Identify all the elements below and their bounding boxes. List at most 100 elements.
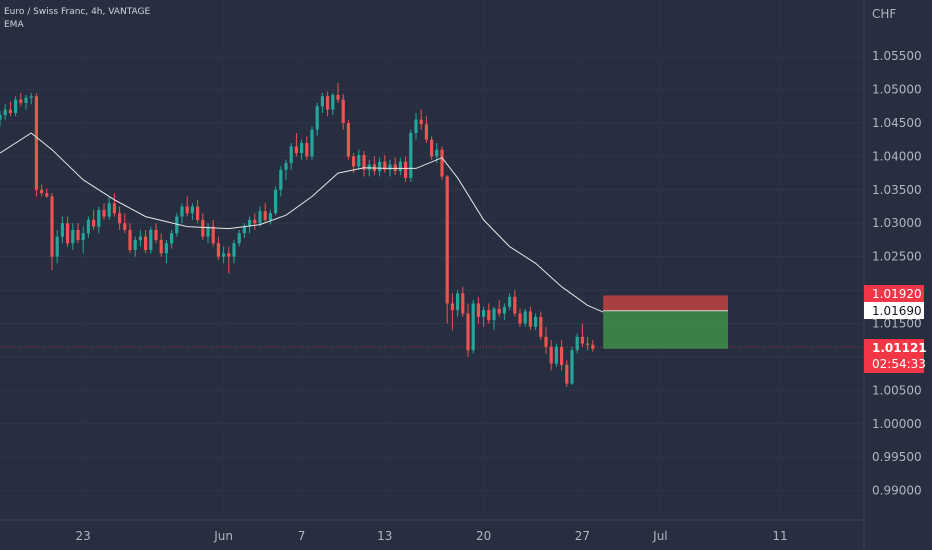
- candle-body: [81, 233, 85, 240]
- bar-countdown: 02:54:33: [872, 357, 926, 371]
- candle-body: [268, 213, 272, 220]
- candle-body: [144, 236, 148, 250]
- grid-lines: [0, 0, 864, 520]
- candle-body: [586, 343, 590, 345]
- candle-body: [502, 306, 506, 314]
- candle-body: [92, 219, 96, 227]
- candle-body: [86, 219, 90, 234]
- take-profit-zone[interactable]: [603, 310, 728, 349]
- candle-body: [461, 293, 465, 314]
- candle-body: [164, 243, 168, 254]
- candle-body: [508, 296, 512, 307]
- candle-body: [19, 99, 23, 103]
- candle-body: [258, 211, 262, 224]
- stop-loss-zone[interactable]: [603, 295, 728, 311]
- price-tick-label: 1.02500: [872, 250, 922, 264]
- candle-body: [97, 209, 101, 227]
- candle-body: [331, 94, 335, 110]
- candle-body: [180, 206, 184, 217]
- candle-body: [471, 303, 475, 351]
- candle-body: [34, 96, 38, 190]
- entry-price-label: 1.01690: [872, 304, 922, 318]
- candle-body: [3, 109, 7, 115]
- candle-body: [289, 146, 293, 164]
- time-tick-label: 11: [772, 529, 787, 543]
- candle-body: [445, 176, 449, 304]
- ema-line: [0, 132, 604, 313]
- ema-legend[interactable]: EMA: [4, 20, 24, 30]
- candle-body: [76, 229, 80, 240]
- candle-body: [206, 226, 210, 237]
- price-tick-label: 0.99000: [872, 484, 922, 498]
- time-tick-label: Jun: [213, 529, 233, 543]
- candle-body: [149, 229, 153, 250]
- long-position-tool[interactable]: [603, 295, 728, 349]
- candle-body: [560, 346, 564, 365]
- candle-body: [45, 193, 49, 197]
- time-tick-label: 7: [298, 529, 306, 543]
- candle-body: [435, 149, 439, 157]
- candle-body: [175, 216, 179, 234]
- candle-body: [71, 229, 75, 244]
- candle-body: [518, 313, 522, 324]
- price-tick-label: 1.03000: [872, 216, 922, 230]
- candle-body: [55, 236, 59, 257]
- candle-body: [300, 143, 304, 154]
- candle-body: [50, 196, 54, 257]
- stop-price-tag: 1.01920: [864, 285, 924, 302]
- candle-body: [123, 223, 127, 230]
- candle-body: [279, 169, 283, 190]
- price-tick-label: 1.05000: [872, 83, 922, 97]
- time-tick-label: Jul: [652, 529, 667, 543]
- candle-body: [29, 96, 33, 98]
- last-price-label: 1.01121: [872, 341, 927, 355]
- candle-body: [523, 311, 527, 324]
- candle-body: [388, 164, 392, 170]
- candle-body: [393, 164, 397, 172]
- candle-body: [263, 211, 267, 220]
- candle-body: [497, 308, 501, 314]
- candle-body: [222, 253, 226, 257]
- candle-body: [398, 161, 402, 172]
- candle-body: [294, 146, 298, 154]
- candle-body: [565, 364, 569, 384]
- candle-body: [112, 203, 116, 214]
- candle-body: [492, 308, 496, 321]
- candle-body: [320, 96, 324, 107]
- symbol-legend[interactable]: Euro / Swiss Franc, 4h, VANTAGE: [4, 7, 150, 17]
- candle-body: [424, 124, 428, 140]
- candle-body: [534, 316, 538, 327]
- candle-body: [242, 226, 246, 234]
- candle-body: [274, 189, 278, 214]
- candle-body: [310, 129, 314, 157]
- candle-body: [248, 219, 252, 227]
- candle-body: [450, 303, 454, 311]
- candle-body: [419, 119, 423, 125]
- candle-body: [216, 243, 220, 257]
- candle-body: [476, 303, 480, 317]
- price-tick-label: 1.00500: [872, 383, 922, 397]
- candle-body: [305, 143, 309, 157]
- entry-price-tag: 1.01690: [864, 302, 924, 319]
- candle-body: [409, 133, 413, 178]
- candle-body: [580, 336, 584, 344]
- candle-body: [60, 223, 64, 237]
- candle-body: [367, 164, 371, 170]
- time-tick-label: 20: [476, 529, 491, 543]
- candle-body: [326, 96, 330, 110]
- time-axis[interactable]: 23 Jun 7 13 20 27 Jul 11: [76, 529, 788, 543]
- candle-body: [211, 226, 215, 244]
- price-tick-label: 1.04500: [872, 116, 922, 130]
- price-tick-label: 1.04000: [872, 149, 922, 163]
- candle-body: [24, 97, 28, 103]
- price-tick-label: 1.03500: [872, 183, 922, 197]
- price-tick-label: 1.00000: [872, 417, 922, 431]
- candle-body: [336, 94, 340, 100]
- candle-body: [170, 233, 174, 244]
- candle-body: [378, 161, 382, 172]
- candle-body: [232, 243, 236, 257]
- candle-body: [40, 189, 44, 194]
- stop-price-label: 1.01920: [872, 287, 922, 301]
